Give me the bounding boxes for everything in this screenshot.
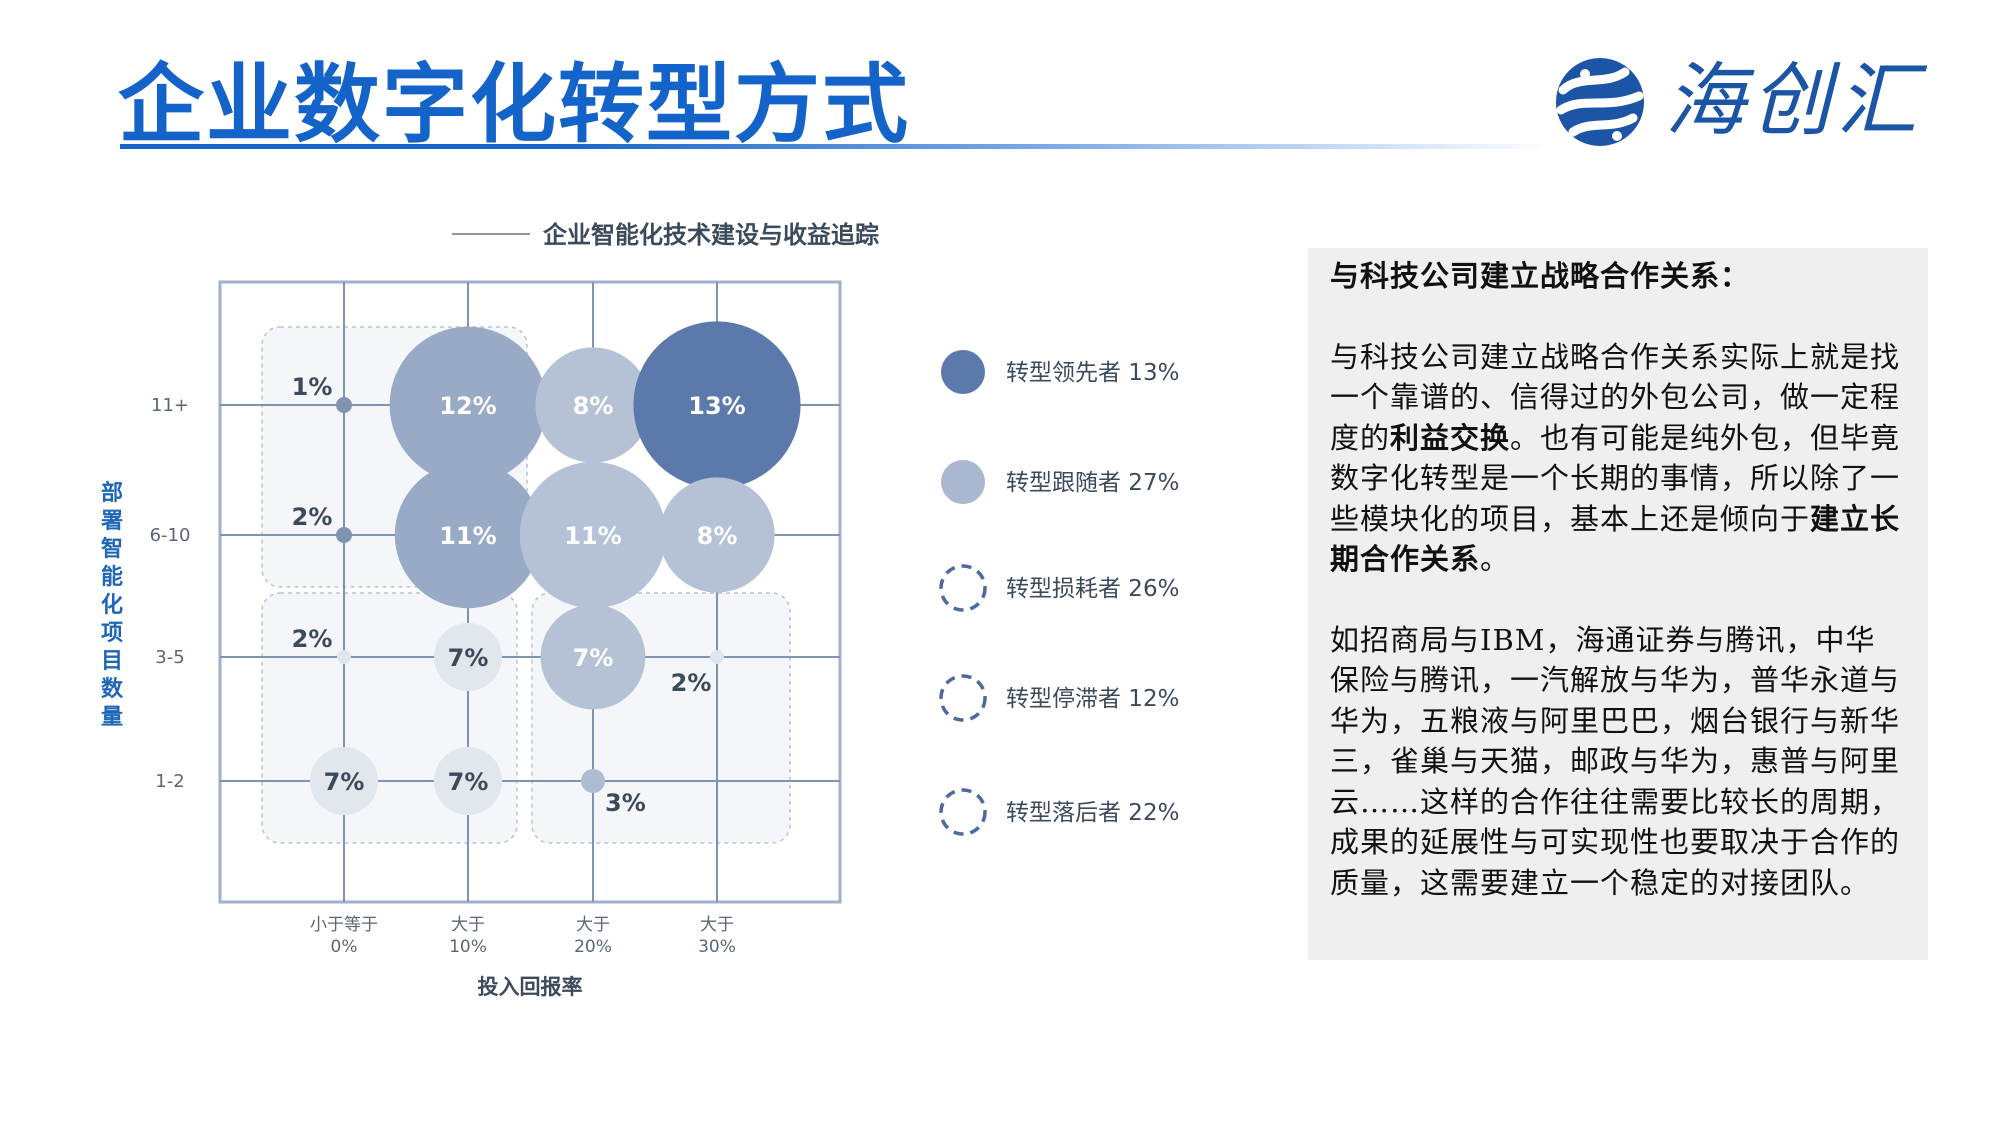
panel-paragraph-2: 如招商局与IBM，海通证券与腾讯，中华保险与腾讯，一汽解放与华为，普华永道与华为… <box>1330 622 1901 900</box>
bubble-label: 2% <box>292 503 333 531</box>
y-tick-label: 1-2 <box>155 771 184 792</box>
legend: 转型领先者 13% 转型跟随者 27% 转型损耗者 26% 转型停滞者 12% 转型落后… <box>939 350 1179 836</box>
title-underline <box>120 144 1540 149</box>
bubble <box>310 747 378 815</box>
y-axis-ticks: 1-2 3-5 6-10 11+ <box>150 395 191 792</box>
bubble <box>434 747 502 815</box>
bubble <box>710 650 724 664</box>
legend-swatch <box>939 788 987 836</box>
logo-mark-icon <box>1556 58 1644 146</box>
bubble <box>336 527 352 543</box>
logo: 海创汇 <box>1545 52 1955 152</box>
legend-swatch <box>941 460 985 504</box>
bubble-label: 8% <box>573 392 614 420</box>
chart-title: 企业智能化技术建设与收益追踪 <box>543 221 879 249</box>
y-tick-label: 11+ <box>151 395 189 416</box>
para1-text-a: 与科技公司建立战略合作关系实际上就是找一个靠谱的、信得过的外包公司，做一定程度的 <box>1330 339 1901 455</box>
legend-swatch <box>939 674 987 722</box>
bubble <box>389 326 547 484</box>
para1-emphasis-long-term: 建立长期合作关系 <box>1330 501 1901 577</box>
bubble <box>519 461 667 609</box>
bubbles: 1% 12% 8% 13% 2% 11% 11% 8% 2% 7% 7% 2% 7% 7% 3% <box>292 321 801 817</box>
bubble-label: 12% <box>439 392 496 420</box>
bubble <box>540 604 646 710</box>
page-title: 企业数字化转型方式 <box>118 55 910 155</box>
bubble <box>337 650 351 664</box>
bubble-label: 3% <box>605 789 646 817</box>
legend-label: 转型停滞者 12% <box>1006 686 1179 712</box>
bubble <box>394 461 542 609</box>
text-panel: 与科技公司建立战略合作关系： 与科技公司建立战略合作关系实际上就是找一个靠谱的、… <box>1308 248 1928 960</box>
para1-emphasis-benefit-exchange: 利益交换 <box>1390 420 1511 455</box>
bubble-label: 7% <box>324 768 365 796</box>
x-axis-label: 投入回报率 <box>478 975 583 999</box>
bubble <box>336 397 352 413</box>
legend-label: 转型落后者 22% <box>1006 800 1179 826</box>
legend-swatch <box>941 350 985 394</box>
x-tick-label: 小于等于 <box>310 915 378 935</box>
bubble-label: 2% <box>292 625 333 653</box>
bubble-label: 7% <box>448 644 489 672</box>
bubble-label: 11% <box>564 522 621 550</box>
x-tick-label: 30% <box>698 937 736 957</box>
bubble-label: 8% <box>697 522 738 550</box>
y-tick-label: 3-5 <box>155 647 184 668</box>
bubble <box>581 769 605 793</box>
x-tick-label: 大于 <box>576 915 610 935</box>
x-tick-label: 10% <box>449 937 487 957</box>
panel-heading: 与科技公司建立战略合作关系： <box>1330 259 1751 293</box>
bubble <box>659 477 775 593</box>
para1-text-b: 。也有可能是纯外包，但毕竟数字化转型是一个长期的事情，所以除了一些模块化的项目，… <box>1330 420 1901 536</box>
legend-label: 转型领先者 13% <box>1006 360 1179 386</box>
para1-text-c: 。 <box>1480 542 1511 576</box>
x-tick-label: 大于 <box>700 915 734 935</box>
legend-label: 转型损耗者 26% <box>1006 576 1179 602</box>
bubble-label: 7% <box>448 768 489 796</box>
y-tick-label: 6-10 <box>150 525 191 546</box>
bubble-label: 7% <box>573 644 614 672</box>
legend-swatch <box>939 564 987 612</box>
bubble <box>633 321 801 489</box>
y-axis-label: 部署智能化项目数量 <box>100 480 124 730</box>
legend-label: 转型跟随者 27% <box>1006 470 1179 496</box>
x-tick-label: 0% <box>331 937 358 957</box>
bubble-label: 11% <box>439 522 496 550</box>
x-tick-label: 20% <box>574 937 612 957</box>
bubble <box>434 623 502 691</box>
logo-text: 海创汇 <box>1665 54 1923 147</box>
bubble <box>535 347 651 463</box>
panel-paragraph-1: 与科技公司建立战略合作关系实际上就是找一个靠谱的、信得过的外包公司，做一定程度的… <box>1330 337 1902 580</box>
bubble-label: 13% <box>688 392 745 420</box>
bubble-label: 1% <box>292 373 333 401</box>
x-tick-label: 大于 <box>451 915 485 935</box>
bubble-label: 2% <box>671 669 712 697</box>
